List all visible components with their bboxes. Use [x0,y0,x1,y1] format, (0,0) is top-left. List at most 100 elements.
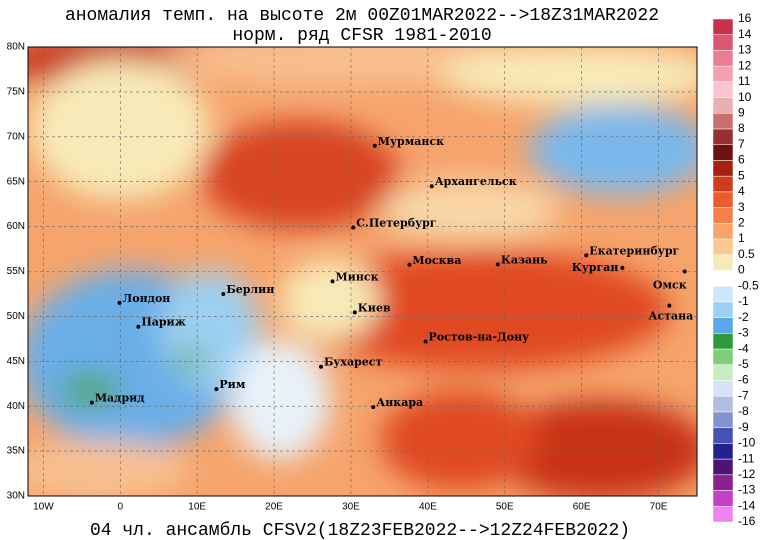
colorbar-swatch [712,238,734,256]
colorbar-label: -11 [738,451,755,465]
footer: 04 чл. ансамбль CFSV2(18Z23FEB2022-->12Z… [90,520,630,540]
colorbar-label: -2 [738,310,749,324]
lat-tick-label: 70N [7,131,25,142]
city-dot [330,279,335,284]
city-label: С.Петербург [356,216,437,229]
colorbar-label: 4 [738,184,745,198]
colorbar-swatch [712,396,734,413]
colorbar-swatch [712,333,734,350]
lat-tick-label: 50N [7,311,25,322]
city-dot [407,262,412,267]
city-label: Рим [219,378,245,391]
city-dot [352,310,357,315]
colorbar-swatch [712,254,734,271]
map-frame [27,46,698,497]
city-dot [620,265,625,270]
lon-tick-label: 10W [33,502,54,513]
lon-tick-label: 50E [496,502,514,513]
city-label: Киев [358,301,391,314]
lon-tick-label: 0 [117,502,123,513]
graticule: 80N 75N 70N 65N 60N 55N 50N 45N 40N 35N 30N 10W 0 10E… [7,42,697,513]
colorbar-label: 6 [738,153,745,167]
colorbar-label: -16 [738,514,756,528]
city-dot [136,324,141,329]
colorbar-swatch [712,490,734,507]
colorbar-swatch [712,317,734,334]
colorbar-label: -3 [738,326,749,340]
lat-tick-label: 30N [7,491,25,502]
colorbar-label: 0 [738,263,745,277]
colorbar-label: -4 [738,341,749,355]
colorbar-label: 3 [738,200,745,214]
city-label: Берлин [226,283,274,296]
colorbar-swatch [712,506,734,523]
colorbar-label: -12 [738,467,756,481]
colorbar-swatch [712,207,734,224]
colorbar-swatch [712,285,734,303]
colorbar-label: -13 [738,483,756,497]
colorbar-swatch [712,411,734,428]
colorbar-label: 9 [738,105,745,119]
city-dot [318,364,323,369]
colorbar-label: -10 [738,436,756,450]
title-line: аномалия темп. на высоте 2м 00Z01MAR2022… [65,6,659,26]
city-label: Ростов-на-Дону [429,331,530,344]
colorbar-label: 11 [738,74,751,88]
colorbar-label: -5 [738,357,749,371]
colorbar-swatch [712,270,734,287]
colorbar-swatch [712,427,734,444]
colorbar-swatch [712,301,734,318]
colorbar-label: -1 [738,294,749,308]
colorbar-swatch [712,175,734,193]
city-label: Мадрид [95,392,145,405]
colorbar-label: 12 [738,58,752,72]
city-dot [372,143,377,148]
colorbar-label: -7 [738,388,749,402]
lat-tick-label: 45N [7,356,25,367]
colorbar-label: -14 [738,498,756,512]
colorbar-swatch [712,50,734,67]
colorbar-label: 2 [738,216,745,230]
city-label: Курган [572,261,619,274]
lat-tick-label: 65N [7,176,25,187]
colorbar-label: 13 [738,43,752,57]
colorbar-label: 7 [738,137,745,151]
lat-tick-label: 55N [7,266,25,277]
city-label: Архангельск [435,175,517,188]
colorbar-label: 10 [738,90,752,104]
city-label: Бухарест [324,356,383,369]
colorbar-label: 1 [738,231,745,245]
lon-tick-label: 40E [419,502,437,513]
title-line: норм. ряд CFSR 1981-2010 [232,26,491,46]
colorbar-swatch [712,474,734,491]
lon-tick-label: 60E [573,502,591,513]
city-dot [351,225,356,230]
colorbar-label: -6 [738,373,749,387]
lon-tick-label: 70E [650,502,668,513]
lat-tick-label: 60N [7,221,25,232]
lat-tick-label: 35N [7,446,25,457]
city-label: Минск [336,270,379,283]
anomaly-field [28,47,697,496]
colorbar-label: -0.5 [738,278,759,292]
colorbar-label: -9 [738,420,749,434]
colorbar-swatch [712,458,734,476]
city-label: Москва [412,254,461,267]
colorbar-label: 5 [738,168,745,182]
city-dot [429,184,434,189]
city-label: Казань [501,253,548,266]
colorbar-swatch [712,443,734,460]
colorbar-swatch [712,81,734,98]
colorbar-swatch [712,364,734,381]
colorbar-swatch [712,65,734,83]
city-label: Мурманск [378,135,444,148]
colorbar-swatch [712,34,734,51]
city-label: Лондон [123,292,171,305]
colorbar-label: -8 [738,404,749,418]
city-dot [89,400,94,405]
colorbar: 1614131211109876543210.50-0.5-1-2-3-4-5-… [712,11,759,528]
lat-tick-label: 80N [7,42,25,53]
colorbar-label: 16 [738,11,752,25]
city-label: Анкара [376,396,423,409]
